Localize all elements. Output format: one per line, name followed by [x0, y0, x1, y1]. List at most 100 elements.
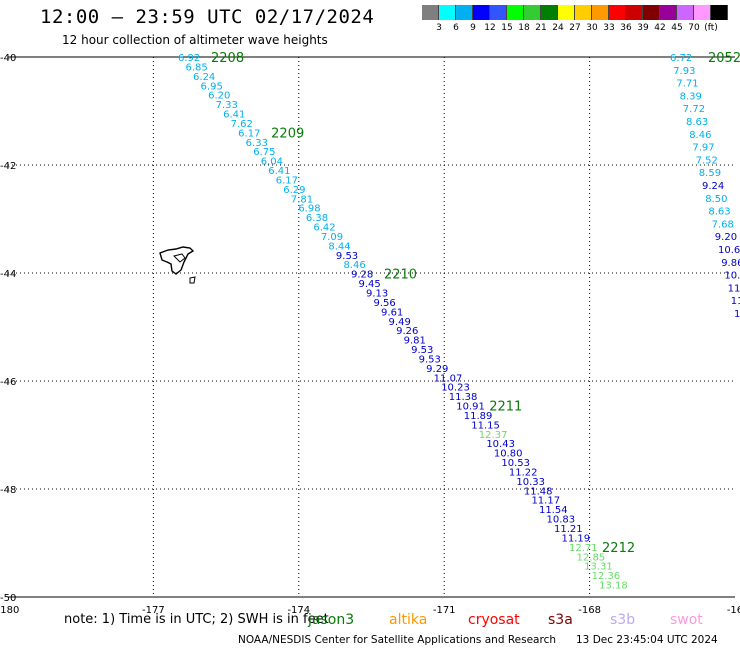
pass-time-label: 2210: [384, 268, 417, 283]
wave-height-value: 7.62: [231, 119, 253, 130]
wave-height-value: 9.53: [336, 251, 358, 262]
colorbar-swatch: [422, 5, 439, 20]
colorbar-swatch: [541, 5, 558, 20]
colorbar-label: 33: [603, 23, 615, 33]
latitude-tick-label: -44: [0, 269, 16, 280]
wave-height-value: 11.21: [554, 524, 583, 535]
colorbar-swatch: [711, 5, 728, 20]
altimeter-tracks: 6.926.856.246.956.207.336.417.626.176.33…: [178, 51, 740, 592]
wave-height-value: 8.63: [708, 207, 730, 218]
pass-time-label: 2212: [602, 541, 635, 556]
wave-height-value: 6.24: [193, 72, 215, 83]
wave-height-value: 7.97: [692, 143, 714, 154]
colorbar-swatch: [558, 5, 575, 20]
wave-height-value: 6.85: [186, 62, 208, 73]
wave-height-value: 9.49: [389, 317, 411, 328]
wave-height-value: 10.33: [516, 477, 545, 488]
wave-height-value: 11.54: [539, 505, 568, 516]
longitude-tick-label: -16: [727, 605, 740, 616]
wave-height-value: 10.5: [724, 271, 740, 282]
wave-height-value: 9.26: [396, 326, 418, 337]
wave-height-value: 6.42: [313, 223, 335, 234]
longitude-tick-label: -171: [433, 605, 456, 616]
colorbar-swatch: [473, 5, 490, 20]
wave-height-value: 11.19: [562, 533, 591, 544]
wave-height-value: 6.98: [298, 204, 320, 215]
colorbar-label: 18: [518, 23, 530, 33]
pass-time-label: 2208: [211, 51, 244, 66]
wave-height-value: 8.59: [699, 168, 721, 179]
wave-height-value: 7.93: [673, 66, 695, 77]
wave-height-value: 11.: [728, 283, 740, 294]
wave-height-value: 10.53: [501, 458, 530, 469]
wave-height-value: 9.81: [404, 336, 426, 347]
legend-cryosat: cryosat: [468, 612, 520, 628]
colorbar-swatch: [507, 5, 524, 20]
wave-height-value: 12.71: [569, 543, 598, 554]
longitude-tick-label: -177: [142, 605, 165, 616]
wave-height-value: 9.13: [366, 289, 388, 300]
colorbar-swatch: [439, 5, 456, 20]
wave-height-value: 6.38: [306, 213, 328, 224]
credit-agency: NOAA/NESDIS Center for Satellite Applica…: [238, 634, 556, 646]
map-grid: [8, 56, 735, 598]
wave-height-value: 8.63: [686, 117, 708, 128]
wave-height-value: 6.33: [246, 138, 268, 149]
wave-height-value: 7.81: [291, 194, 313, 205]
wave-height-value: 13.18: [599, 581, 628, 592]
colorbar-label: 6: [453, 23, 459, 33]
colorbar-swatch: [643, 5, 660, 20]
wave-height-value: 6.92: [178, 53, 200, 64]
wave-height-value: 6.17: [276, 175, 298, 186]
colorbar-swatch: [626, 5, 643, 20]
footer-note-row: note: 1) Time is in UTC; 2) SWH is in fe…: [64, 612, 740, 632]
wave-height-value: 7.09: [321, 232, 343, 243]
colorbar-swatch: [677, 5, 694, 20]
colorbar-label: 42: [654, 23, 666, 33]
colorbar-label: 24: [552, 23, 564, 33]
colorbar-swatch: [660, 5, 677, 20]
colorbar-swatch: [592, 5, 609, 20]
wave-height-value: 6.41: [223, 110, 245, 121]
wave-height-value: 12.37: [479, 430, 508, 441]
subtitle: 12 hour collection of altimeter wave hei…: [62, 33, 328, 47]
wave-height-value: 9.29: [426, 364, 448, 375]
wave-height-value: 13.31: [584, 562, 613, 573]
wave-height-value: 10.23: [441, 383, 470, 394]
chatham-islands: [159, 246, 196, 284]
legend-altika: altika: [389, 612, 428, 628]
colorbar-label: 30: [586, 23, 598, 33]
wave-height-value: 11.89: [464, 411, 493, 422]
wave-height-value: 9.24: [702, 181, 724, 192]
wave-height-value: 7.72: [683, 104, 705, 115]
wave-height-value: 9.45: [358, 279, 380, 290]
wave-height-value: 11: [731, 296, 740, 307]
wave-height-value: 6.41: [268, 166, 290, 177]
wave-height-value: 8.44: [328, 241, 350, 252]
wave-height-value: 1: [734, 309, 740, 320]
wave-height-value: 6.20: [208, 91, 230, 102]
colorbar-swatch: [490, 5, 507, 20]
colorbar-label: 15: [501, 23, 513, 33]
wave-height-value: 12.36: [592, 571, 621, 582]
colorbar-label: 27: [569, 23, 581, 33]
colorbar-label: 12: [484, 23, 496, 33]
longitude-tick-label: -174: [287, 605, 310, 616]
longitude-tick-label: -180: [0, 605, 19, 616]
wave-height-value: 9.86: [721, 258, 740, 269]
wave-height-value: 6.17: [238, 128, 260, 139]
wave-height-value: 6.75: [253, 147, 275, 158]
latitude-tick-label: -40: [0, 53, 16, 64]
wave-height-value: 9.28: [351, 270, 373, 281]
wave-height-value: 10.83: [546, 515, 575, 526]
wave-height-value: 11.22: [509, 467, 538, 478]
wave-height-value: 11.38: [449, 392, 478, 403]
wave-height-value: 9.53: [419, 354, 441, 365]
colorbar-label: (ft): [704, 23, 718, 33]
legend-jason3: jason3: [308, 612, 355, 628]
wave-height-value: 12.85: [577, 552, 606, 563]
wave-height-value: 11.15: [471, 420, 500, 431]
wave-height-value: 9.61: [381, 307, 403, 318]
latitude-tick-label: -46: [0, 377, 16, 388]
